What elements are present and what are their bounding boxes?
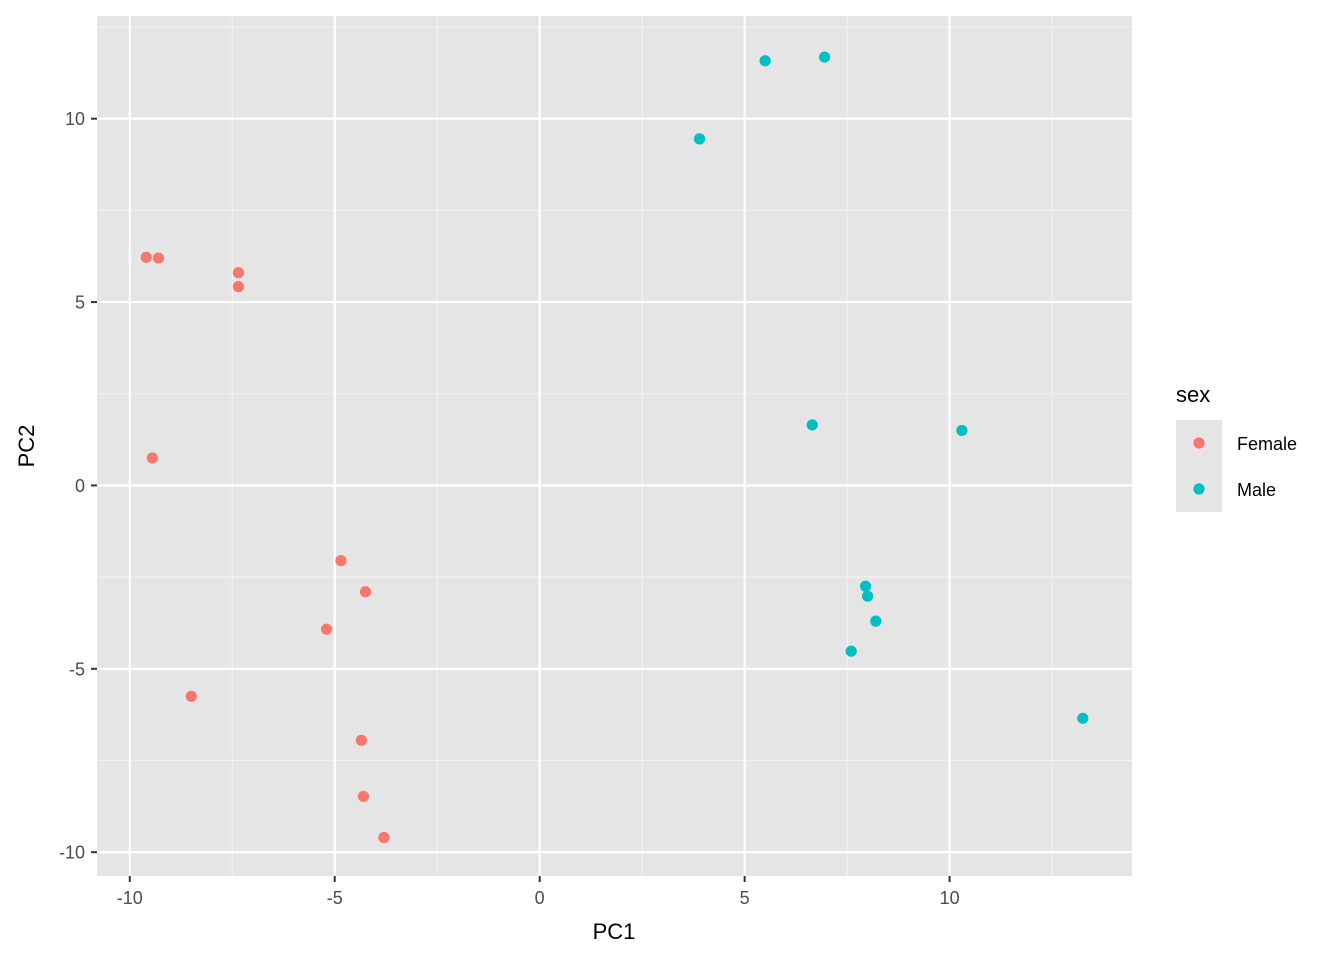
plot-panel xyxy=(97,16,1132,876)
point-female xyxy=(140,251,152,263)
point-male xyxy=(870,615,882,627)
point-male xyxy=(693,133,706,145)
point-male xyxy=(818,51,831,63)
y-tick-label: 0 xyxy=(75,476,85,496)
x-tick-label: 5 xyxy=(740,888,750,908)
point-male xyxy=(1077,712,1089,724)
point-female xyxy=(335,555,347,567)
point-female xyxy=(320,623,333,635)
point-female xyxy=(357,790,370,803)
x-axis-title: PC1 xyxy=(593,919,636,944)
point-male xyxy=(956,424,968,437)
legend: sex Female Male xyxy=(1176,382,1297,512)
y-tick-label: -5 xyxy=(69,659,85,679)
point-female xyxy=(146,452,158,464)
y-axis-title: PC2 xyxy=(14,425,39,468)
point-male xyxy=(806,419,818,431)
axes: -10 -5 0 5 10 -10 -5 0 5 10 xyxy=(59,109,960,908)
y-tick-label: 5 xyxy=(75,293,85,313)
point-male xyxy=(862,590,874,602)
y-tick-label: 10 xyxy=(65,109,85,129)
point-female xyxy=(378,831,390,844)
legend-key-female xyxy=(1193,437,1205,449)
x-tick-label: -10 xyxy=(117,888,143,908)
legend-key-male xyxy=(1193,483,1205,495)
y-tick-label: -10 xyxy=(59,843,85,863)
legend-label-male: Male xyxy=(1237,480,1276,500)
point-female xyxy=(355,734,367,746)
point-male xyxy=(845,645,857,657)
point-female xyxy=(232,281,245,293)
point-female xyxy=(152,252,165,264)
x-tick-label: 0 xyxy=(535,888,545,908)
point-female xyxy=(185,690,197,702)
point-male xyxy=(759,55,771,67)
gridlines xyxy=(97,16,1132,876)
data-points xyxy=(140,51,1089,844)
legend-label-female: Female xyxy=(1237,434,1297,454)
point-male xyxy=(859,580,872,592)
x-tick-label: -5 xyxy=(327,888,343,908)
x-tick-label: 10 xyxy=(940,888,960,908)
point-female xyxy=(359,586,372,598)
point-female xyxy=(232,267,245,279)
legend-title: sex xyxy=(1176,382,1210,407)
